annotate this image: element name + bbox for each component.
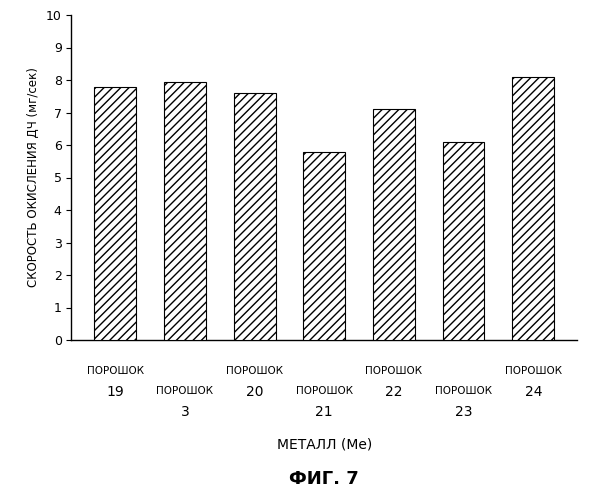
Text: МЕТАЛЛ (Ме): МЕТАЛЛ (Ме) [277,438,372,452]
Text: ФИГ. 7: ФИГ. 7 [289,470,359,488]
Text: ПОРОШОК: ПОРОШОК [156,386,214,396]
Bar [443,142,484,340]
Text: 22: 22 [385,386,403,400]
Text: ПОРОШОК: ПОРОШОК [435,386,492,396]
Text: 3: 3 [180,405,189,419]
Text: 23: 23 [455,405,472,419]
Text: 24: 24 [525,386,542,400]
Text: 19: 19 [107,386,124,400]
Y-axis label: СКОРОСТЬ ОКИСЛЕНИЯ ДЧ (мг/сек): СКОРОСТЬ ОКИСЛЕНИЯ ДЧ (мг/сек) [27,68,40,288]
Text: ПОРОШОК: ПОРОШОК [505,366,562,376]
Bar [512,76,554,340]
Bar [303,152,345,340]
Text: ПОРОШОК: ПОРОШОК [365,366,422,376]
Text: 21: 21 [315,405,333,419]
Bar [373,110,415,340]
Bar [164,82,206,340]
Text: 20: 20 [246,386,264,400]
Text: ПОРОШОК: ПОРОШОК [226,366,283,376]
Text: ПОРОШОК: ПОРОШОК [296,386,353,396]
Text: ПОРОШОК: ПОРОШОК [87,366,144,376]
Bar [95,86,136,340]
Bar [234,93,275,340]
